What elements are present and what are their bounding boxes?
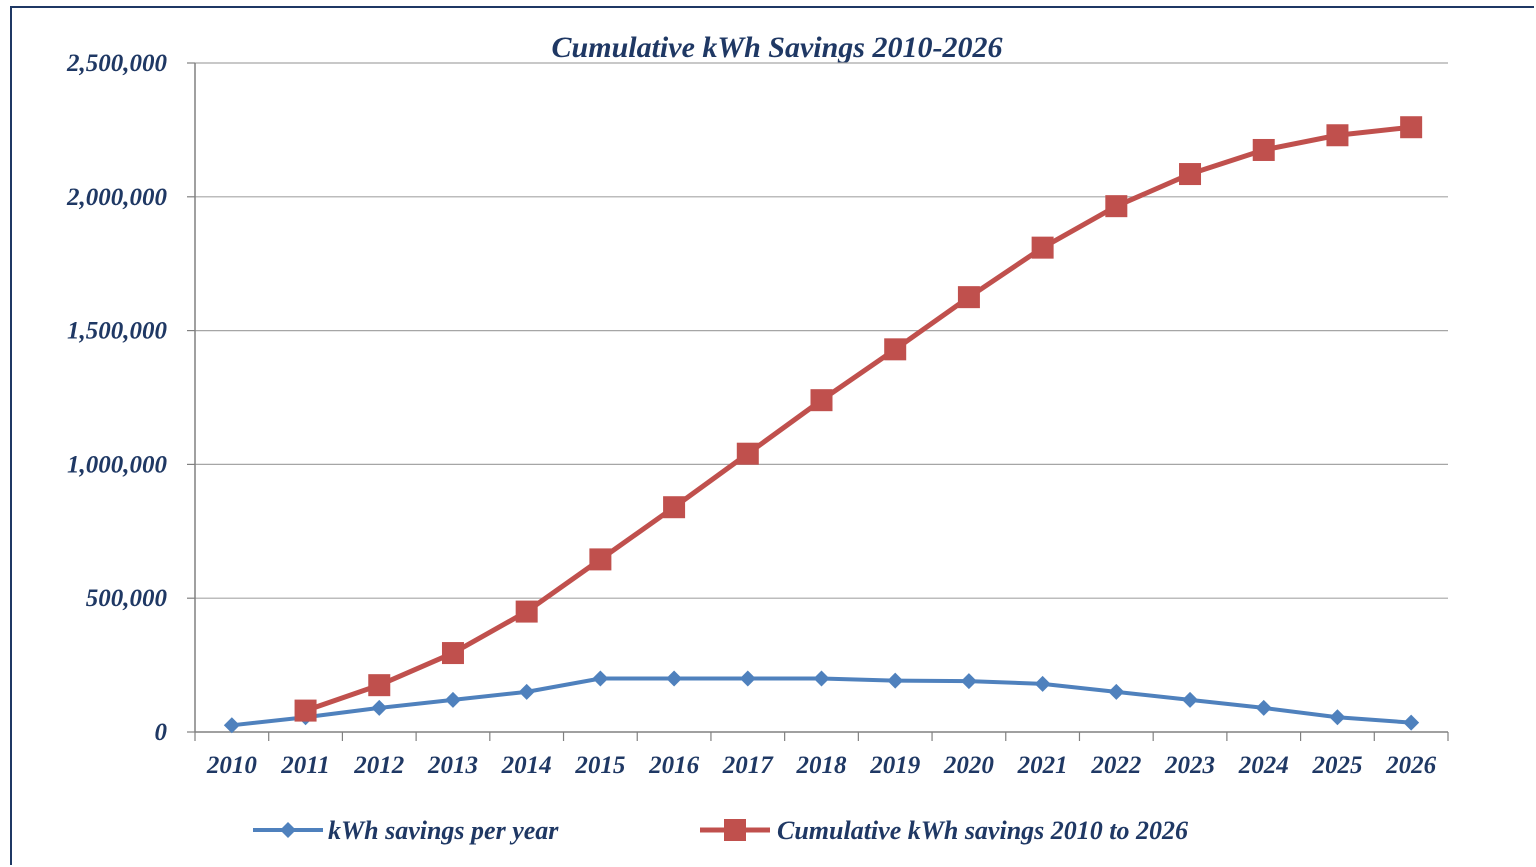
data-point	[223, 717, 240, 734]
data-point	[813, 670, 830, 687]
legend-item: Cumulative kWh savings 2010 to 2026	[700, 816, 1188, 845]
series-per-year	[223, 670, 1420, 734]
data-point	[884, 338, 907, 361]
x-tick-label: 2025	[1311, 752, 1362, 779]
gridlines	[195, 62, 1448, 599]
y-tick-label: 2,500,000	[66, 50, 168, 77]
data-point	[960, 673, 977, 690]
y-tick-label: 500,000	[86, 585, 168, 612]
y-tick-label: 1,500,000	[67, 318, 168, 345]
data-point	[739, 670, 756, 687]
data-point	[371, 699, 388, 716]
y-tick-label: 2,000,000	[66, 184, 168, 211]
data-point	[518, 683, 535, 700]
data-point	[1105, 195, 1128, 218]
data-point	[810, 389, 833, 412]
data-point	[368, 674, 391, 697]
data-point	[1403, 714, 1420, 731]
legend-label: Cumulative kWh savings 2010 to 2026	[777, 816, 1188, 845]
x-tick-label: 2012	[353, 752, 404, 779]
x-tick-label: 2015	[574, 752, 625, 779]
data-point	[663, 496, 686, 519]
data-point	[444, 691, 461, 708]
legend-label: kWh savings per year	[328, 816, 559, 845]
x-tick-label: 2019	[869, 752, 921, 779]
data-point	[1326, 124, 1349, 147]
data-point	[957, 286, 980, 309]
data-point	[589, 548, 612, 571]
data-point	[887, 672, 904, 689]
data-point	[1108, 683, 1125, 700]
x-tick-label: 2020	[943, 752, 995, 779]
data-point	[1179, 163, 1202, 186]
x-tick-label: 2026	[1385, 752, 1437, 779]
x-tick-label: 2016	[648, 752, 700, 779]
chart-frame	[10, 6, 1534, 865]
legend: kWh savings per year Cumulative kWh savin…	[253, 816, 1188, 845]
x-tick-label: 2017	[722, 752, 775, 779]
data-point	[666, 670, 683, 687]
data-point	[1255, 699, 1272, 716]
chart-title: Cumulative kWh Savings 2010-2026	[552, 31, 1003, 64]
x-tick-label: 2024	[1238, 752, 1289, 779]
x-tick-label: 2011	[280, 752, 330, 779]
data-point	[294, 699, 317, 722]
axes	[187, 62, 1449, 741]
legend-item: kWh savings per year	[253, 816, 559, 845]
y-axis-ticks: 0 500,000 1,000,000 1,500,000 2,000,000 2,500…	[66, 50, 168, 746]
data-point	[592, 670, 609, 687]
x-tick-label: 2014	[501, 752, 552, 779]
data-point	[1031, 236, 1054, 259]
x-tick-label: 2023	[1164, 752, 1215, 779]
data-point	[736, 442, 759, 465]
y-tick-label: 0	[155, 719, 168, 746]
x-tick-label: 2021	[1017, 752, 1068, 779]
data-point	[1329, 709, 1346, 726]
series	[223, 116, 1423, 734]
data-point	[280, 822, 296, 838]
data-point	[1252, 138, 1275, 161]
series-line	[304, 124, 1412, 713]
x-axis-ticks: 2010 2011 2012 2013 2014 2015 2016 2017 2018 2019…	[206, 752, 1437, 779]
data-point	[441, 642, 464, 665]
x-tick-label: 2018	[796, 752, 848, 779]
series-cumulative	[294, 116, 1423, 722]
x-tick-label: 2010	[206, 752, 258, 779]
x-tick-label: 2022	[1090, 752, 1141, 779]
x-tick-label: 2013	[427, 752, 478, 779]
data-point	[1400, 116, 1423, 139]
data-point	[724, 819, 746, 841]
y-tick-label: 1,000,000	[67, 451, 168, 478]
data-point	[1034, 675, 1051, 692]
data-point	[515, 600, 538, 623]
data-point	[1182, 691, 1199, 708]
